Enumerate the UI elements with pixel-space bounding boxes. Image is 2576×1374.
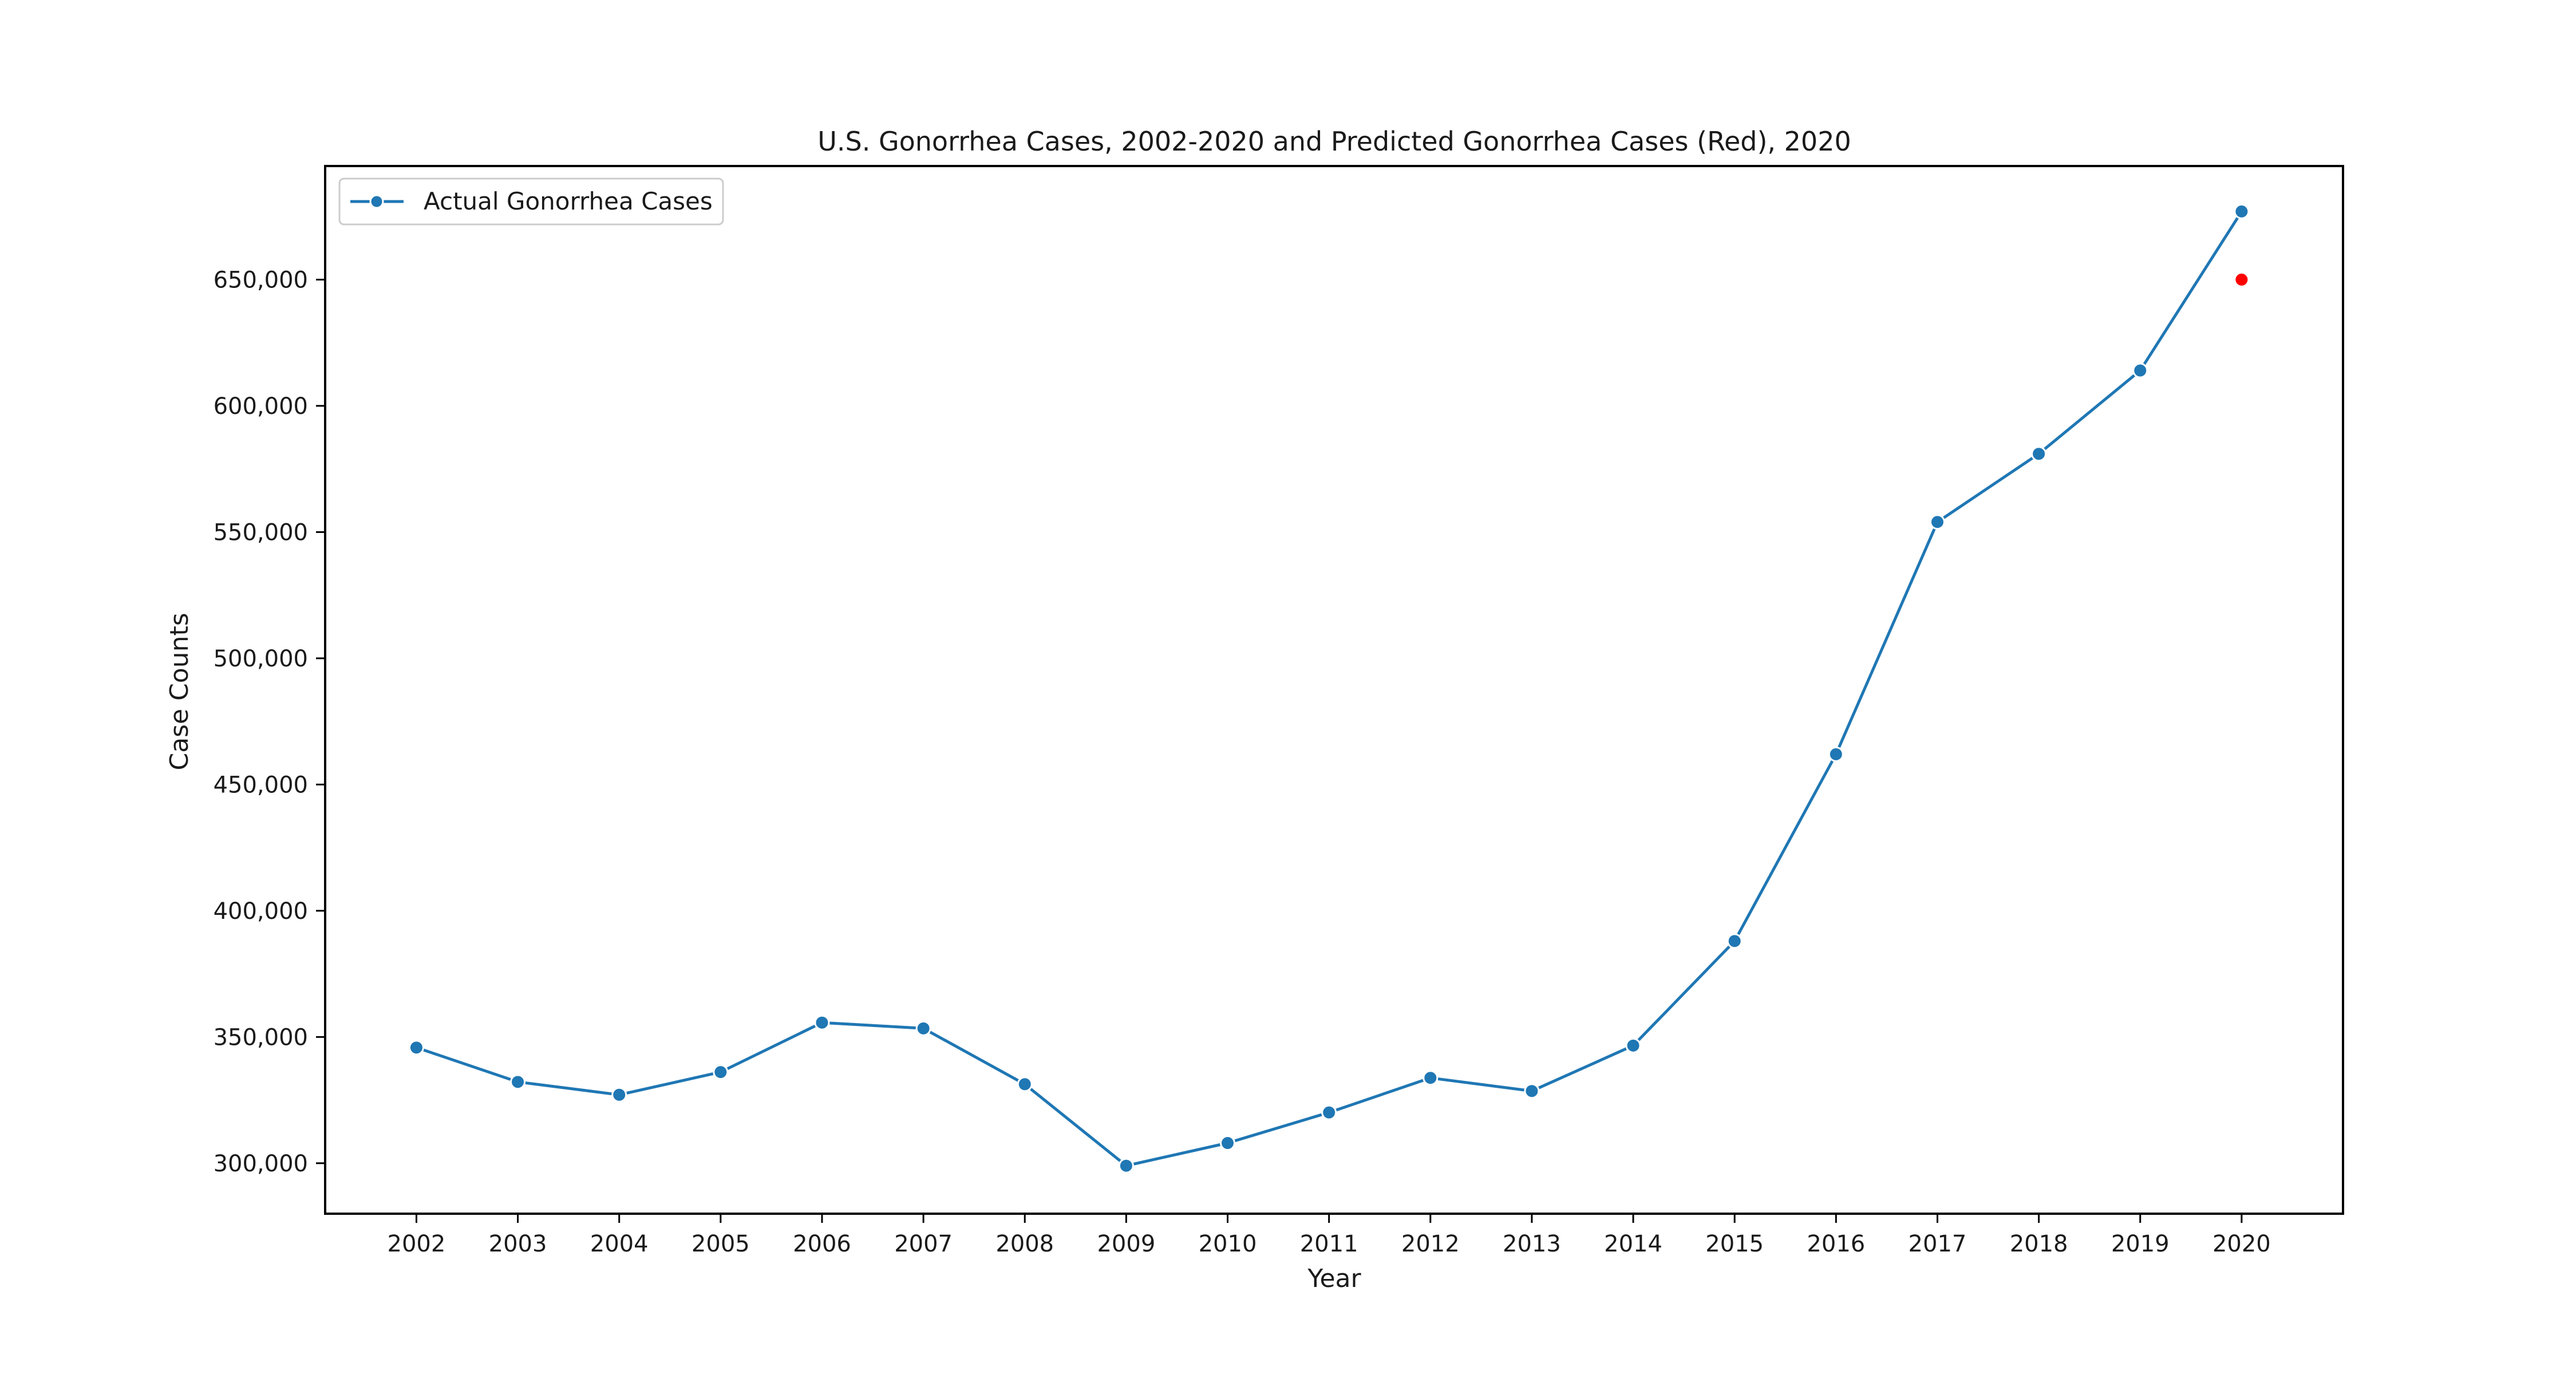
x-tick-label: 2007	[894, 1231, 953, 1257]
data-point-2009	[1118, 1158, 1134, 1174]
x-tick-label: 2019	[2111, 1231, 2170, 1257]
data-point-2004	[611, 1087, 627, 1103]
legend: Actual Gonorrhea Cases	[338, 177, 724, 226]
y-tick-label: 350,000	[214, 1024, 308, 1051]
predicted-point-2020	[2234, 271, 2250, 287]
x-tick-label: 2013	[1503, 1231, 1561, 1257]
x-tick-label: 2015	[1705, 1231, 1764, 1257]
y-axis-ticks: 300,000 350,000 400,000 450,000 500,000 550,0…	[214, 267, 325, 1177]
series-layer	[408, 203, 2250, 1174]
data-point-2005	[713, 1064, 729, 1080]
x-tick-label: 2016	[1807, 1231, 1865, 1257]
data-point-2006	[814, 1014, 830, 1030]
x-tick-label: 2004	[590, 1231, 649, 1257]
data-point-2002	[408, 1040, 424, 1056]
y-tick-label: 650,000	[214, 267, 308, 293]
y-tick-label: 600,000	[214, 393, 308, 420]
data-point-2016	[1828, 746, 1844, 762]
data-point-2015	[1726, 933, 1743, 949]
x-tick-label: 2020	[2212, 1231, 2271, 1257]
chart-title: U.S. Gonorrhea Cases, 2002-2020 and Pred…	[817, 126, 1851, 157]
x-tick-label: 2008	[995, 1231, 1054, 1257]
data-point-2018	[2031, 446, 2047, 462]
x-tick-label: 2014	[1604, 1231, 1662, 1257]
x-axis-ticks: 2002 2003 2004 2005 2006 2007 2008 2009 2010 2011…	[388, 1214, 2271, 1257]
x-tick-label: 2010	[1199, 1231, 1257, 1257]
y-tick-label: 550,000	[214, 519, 308, 546]
x-tick-label: 2011	[1300, 1231, 1358, 1257]
y-tick-label: 300,000	[214, 1151, 308, 1177]
plot-area-frame	[324, 165, 2344, 1215]
data-point-2014	[1625, 1037, 1641, 1053]
x-tick-label: 2002	[388, 1231, 446, 1257]
data-point-2007	[915, 1020, 931, 1036]
legend-label: Actual Gonorrhea Cases	[424, 187, 713, 215]
y-tick-label: 400,000	[214, 898, 308, 925]
legend-box	[338, 177, 724, 226]
data-point-2012	[1423, 1070, 1439, 1086]
data-point-2011	[1321, 1104, 1337, 1120]
data-point-2020	[2234, 203, 2250, 219]
legend-marker-swatch	[369, 194, 384, 209]
x-axis-title: Year	[1307, 1264, 1361, 1293]
x-tick-label: 2018	[2010, 1231, 2068, 1257]
x-tick-label: 2012	[1401, 1231, 1460, 1257]
y-tick-label: 500,000	[214, 646, 308, 672]
x-tick-label: 2009	[1097, 1231, 1155, 1257]
x-tick-label: 2005	[692, 1231, 750, 1257]
y-tick-label: 450,000	[214, 772, 308, 798]
x-tick-label: 2006	[793, 1231, 851, 1257]
data-point-2019	[2132, 362, 2148, 378]
data-point-2010	[1220, 1135, 1236, 1151]
prediction-layer	[2234, 271, 2250, 287]
x-tick-label: 2017	[1909, 1231, 1967, 1257]
x-tick-label: 2003	[489, 1231, 547, 1257]
data-point-2013	[1524, 1083, 1540, 1099]
y-axis-title: Case Counts	[165, 613, 194, 770]
data-point-2008	[1017, 1076, 1033, 1092]
data-point-2003	[510, 1074, 526, 1090]
data-point-2017	[1929, 514, 1945, 530]
series-line-0	[416, 211, 2243, 1167]
